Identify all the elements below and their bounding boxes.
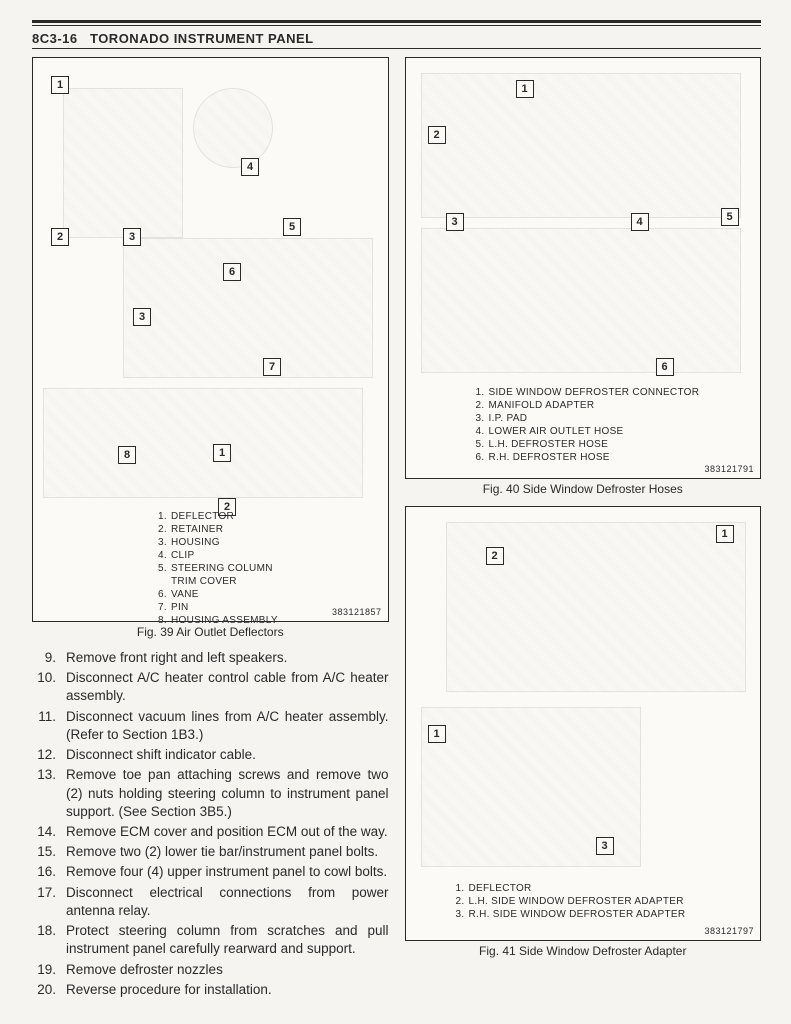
callout-box: 6 bbox=[223, 263, 241, 281]
fig39-diagram-area-1 bbox=[63, 88, 183, 238]
callout-box: 4 bbox=[631, 213, 649, 231]
callout-box: 5 bbox=[721, 208, 739, 226]
fig40-parts-list: 1.SIDE WINDOW DEFROSTER CONNECTOR 2.MANI… bbox=[471, 386, 741, 464]
step-row: 10.Disconnect A/C heater control cable f… bbox=[32, 669, 389, 705]
callout-box: 3 bbox=[123, 228, 141, 246]
callout-box: 1 bbox=[428, 725, 446, 743]
fig41-id: 383121797 bbox=[704, 926, 754, 936]
parts-row: 3.I.P. PAD bbox=[471, 412, 741, 425]
parts-row: 6.VANE bbox=[153, 588, 343, 601]
figure-40-box: 1 2 3 4 5 6 1.SIDE WINDOW DEFROSTER CONN… bbox=[405, 57, 762, 479]
header-rule-top bbox=[32, 20, 761, 26]
parts-row: 1.DEFLECTOR bbox=[451, 882, 741, 895]
callout-box: 6 bbox=[656, 358, 674, 376]
callout-box: 1 bbox=[716, 525, 734, 543]
fig39-diagram-area-4 bbox=[43, 388, 363, 498]
header-rule-bottom bbox=[32, 48, 761, 49]
parts-row: 3.HOUSING bbox=[153, 536, 343, 549]
fig39-id: 383121857 bbox=[332, 607, 382, 617]
parts-row: 1.DEFLECTOR bbox=[153, 510, 343, 523]
callout-box: 1 bbox=[213, 444, 231, 462]
parts-row: 5.STEERING COLUMN bbox=[153, 562, 343, 575]
fig40-diagram-area-1 bbox=[421, 73, 741, 218]
callout-box: 8 bbox=[118, 446, 136, 464]
parts-row: 2.MANIFOLD ADAPTER bbox=[471, 399, 741, 412]
callout-box: 2 bbox=[51, 228, 69, 246]
step-row: 12.Disconnect shift indicator cable. bbox=[32, 746, 389, 764]
fig41-caption: Fig. 41 Side Window Defroster Adapter bbox=[405, 944, 762, 958]
page-header: 8C3-16 TORONADO INSTRUMENT PANEL bbox=[32, 28, 761, 48]
callout-box: 4 bbox=[241, 158, 259, 176]
parts-row: 2.L.H. SIDE WINDOW DEFROSTER ADAPTER bbox=[451, 895, 741, 908]
parts-row: 4.CLIP bbox=[153, 549, 343, 562]
parts-row: 4.LOWER AIR OUTLET HOSE bbox=[471, 425, 741, 438]
fig39-diagram-area-3 bbox=[123, 238, 373, 378]
callout-box: 2 bbox=[428, 126, 446, 144]
callout-box: 3 bbox=[133, 308, 151, 326]
figure-39-box: 1 2 3 4 5 6 7 8 1 2 3 1.DEFLECTOR 2.RETA… bbox=[32, 57, 389, 622]
content-columns: 1 2 3 4 5 6 7 8 1 2 3 1.DEFLECTOR 2.RETA… bbox=[32, 57, 761, 1001]
step-row: 19.Remove defroster nozzles bbox=[32, 961, 389, 979]
step-row: 15.Remove two (2) lower tie bar/instrume… bbox=[32, 843, 389, 861]
left-column: 1 2 3 4 5 6 7 8 1 2 3 1.DEFLECTOR 2.RETA… bbox=[32, 57, 389, 1001]
page-title: TORONADO INSTRUMENT PANEL bbox=[90, 31, 314, 46]
step-row: 18.Protect steering column from scratche… bbox=[32, 922, 389, 958]
step-row: 13.Remove toe pan attaching screws and r… bbox=[32, 766, 389, 821]
callout-box: 3 bbox=[446, 213, 464, 231]
parts-row: 6.R.H. DEFROSTER HOSE bbox=[471, 451, 741, 464]
callout-box: 2 bbox=[486, 547, 504, 565]
step-row: 11.Disconnect vacuum lines from A/C heat… bbox=[32, 708, 389, 744]
parts-row: TRIM COVER bbox=[153, 575, 343, 588]
callout-box: 7 bbox=[263, 358, 281, 376]
parts-row: 5.L.H. DEFROSTER HOSE bbox=[471, 438, 741, 451]
fig40-caption: Fig. 40 Side Window Defroster Hoses bbox=[405, 482, 762, 496]
fig40-id: 383121791 bbox=[704, 464, 754, 474]
steps-list: 9.Remove front right and left speakers. … bbox=[32, 649, 389, 999]
callout-box: 3 bbox=[596, 837, 614, 855]
parts-row: 2.RETAINER bbox=[153, 523, 343, 536]
parts-row: 8.HOUSING ASSEMBLY bbox=[153, 614, 343, 627]
callout-box: 1 bbox=[516, 80, 534, 98]
right-column: 1 2 3 4 5 6 1.SIDE WINDOW DEFROSTER CONN… bbox=[405, 57, 762, 1001]
step-row: 9.Remove front right and left speakers. bbox=[32, 649, 389, 667]
parts-row: 7.PIN bbox=[153, 601, 343, 614]
fig40-diagram-area-2 bbox=[421, 228, 741, 373]
fig39-caption: Fig. 39 Air Outlet Deflectors bbox=[32, 625, 389, 639]
step-row: 14.Remove ECM cover and position ECM out… bbox=[32, 823, 389, 841]
step-row: 16.Remove four (4) upper instrument pane… bbox=[32, 863, 389, 881]
step-row: 20.Reverse procedure for installation. bbox=[32, 981, 389, 999]
fig41-parts-list: 1.DEFLECTOR 2.L.H. SIDE WINDOW DEFROSTER… bbox=[451, 882, 741, 921]
callout-box: 1 bbox=[51, 76, 69, 94]
fig39-parts-list: 1.DEFLECTOR 2.RETAINER 3.HOUSING 4.CLIP … bbox=[153, 510, 343, 627]
fig39-diagram-area-2 bbox=[193, 88, 273, 168]
parts-row: 3.R.H. SIDE WINDOW DEFROSTER ADAPTER bbox=[451, 908, 741, 921]
step-row: 17.Disconnect electrical connections fro… bbox=[32, 884, 389, 920]
parts-row: 1.SIDE WINDOW DEFROSTER CONNECTOR bbox=[471, 386, 741, 399]
page-code: 8C3-16 bbox=[32, 31, 78, 46]
figure-41-box: 1 2 1 3 1.DEFLECTOR 2.L.H. SIDE WINDOW D… bbox=[405, 506, 762, 941]
callout-box: 5 bbox=[283, 218, 301, 236]
